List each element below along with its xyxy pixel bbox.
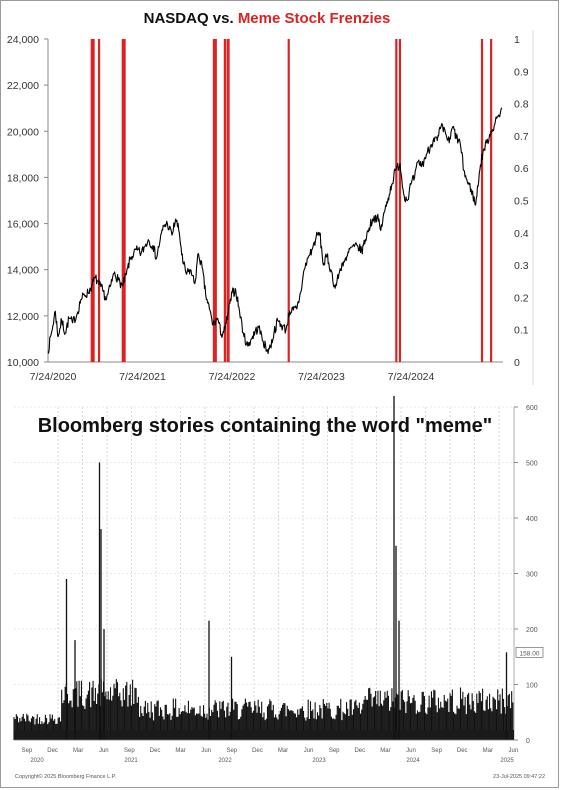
story-count-bars [13,679,514,740]
y-tick-label: 300 [526,572,538,579]
nasdaq-chart: NASDAQ vs. Meme Stock Frenzies 24,000 22,0… [7,10,534,385]
x-month-label: Sep [226,748,237,754]
x-tick-label: 7/24/2022 [209,371,256,383]
x-month-label: Mar [278,748,288,754]
x-tick-label: 7/24/2024 [388,371,435,383]
x-tick-label: 7/24/2020 [30,371,77,383]
footer-copyright: Copyright© 2025 Bloomberg Finance L.P. [15,773,117,780]
y-right-tick-label: 0.3 [514,260,529,272]
x-month-label: Sep [431,748,442,754]
y-right-tick-label: 0 [514,357,520,369]
last-value-label: 158.00 [520,650,540,657]
y-left-tick-label: 14,000 [7,265,39,277]
x-year-label: 2023 [312,758,326,764]
x-month-label: Jun [304,748,314,754]
x-year-label: 2020 [30,758,44,764]
y-right-tick-label: 0.6 [514,163,529,175]
bars-base-fill [14,730,514,740]
x-month-label: Jun [406,748,416,754]
y-tick-label: 400 [526,516,538,523]
y-right-tick-label: 0.8 [514,99,529,111]
y-tick-label: 100 [526,683,538,690]
y-left-tick-label: 10,000 [7,357,39,369]
x-year-label: 2024 [406,758,420,764]
y-tick-label: 600 [526,405,538,412]
x-tick-label: 7/24/2021 [119,371,166,383]
chart-title: Bloomberg stories containing the word "m… [38,415,493,437]
x-tick-label: 7/24/2023 [298,371,345,383]
x-month-label: Sep [329,748,340,754]
y-left-tick-label: 20,000 [7,126,39,138]
chart-title-part-1: Meme Stock Frenzies [238,10,391,27]
x-month-label: Dec [252,748,263,754]
y-tick-label: 200 [526,627,538,634]
x-month-label: Sep [124,748,135,754]
meme-stories-chart: 600 500 400 300 200 100 0 Bloomberg stories con… [13,395,545,780]
y-right-tick-label: 0.1 [514,325,529,337]
x-month-label: Mar [73,748,83,754]
x-month-label: Mar [380,748,390,754]
chart-title: NASDAQ vs. Meme Stock Frenzies [144,10,391,27]
x-month-label: Dec [47,748,58,754]
x-month-label: Jun [509,748,519,754]
nasdaq-series-line [47,107,503,355]
x-month-label: Dec [457,748,468,754]
last-value-box [515,647,544,658]
chart-title-part-0: NASDAQ vs. [144,10,238,27]
y-tick-label: 500 [526,461,538,468]
y-right-tick-label: 0.5 [514,196,529,208]
x-month-label: Dec [354,748,365,754]
x-month-label: Jun [201,748,211,754]
x-year-label: 2022 [218,758,232,764]
y-right-tick-label: 0.9 [514,66,529,78]
x-year-label: 2021 [124,758,138,764]
y-right-tick-label: 0.2 [514,292,529,304]
y-right-tick-label: 0.4 [514,228,529,240]
x-month-label: Mar [483,748,493,754]
y-right-tick-label: 1 [514,34,520,46]
y-left-tick-label: 18,000 [7,172,39,184]
y-left-tick-label: 24,000 [7,34,39,46]
y-left-tick-label: 16,000 [7,219,39,231]
y-tick-label: 0 [526,738,530,745]
x-month-label: Dec [150,748,161,754]
y-left-tick-label: 22,000 [7,80,39,92]
x-month-label: Jun [99,748,109,754]
x-month-label: Mar [175,748,185,754]
y-right-tick-label: 0.7 [514,131,529,143]
footer-timestamp: 23-Jul-2025 09:47:22 [493,774,545,780]
x-month-label: Sep [22,748,33,754]
x-year-label: 2025 [500,758,514,764]
y-left-tick-label: 12,000 [7,311,39,323]
